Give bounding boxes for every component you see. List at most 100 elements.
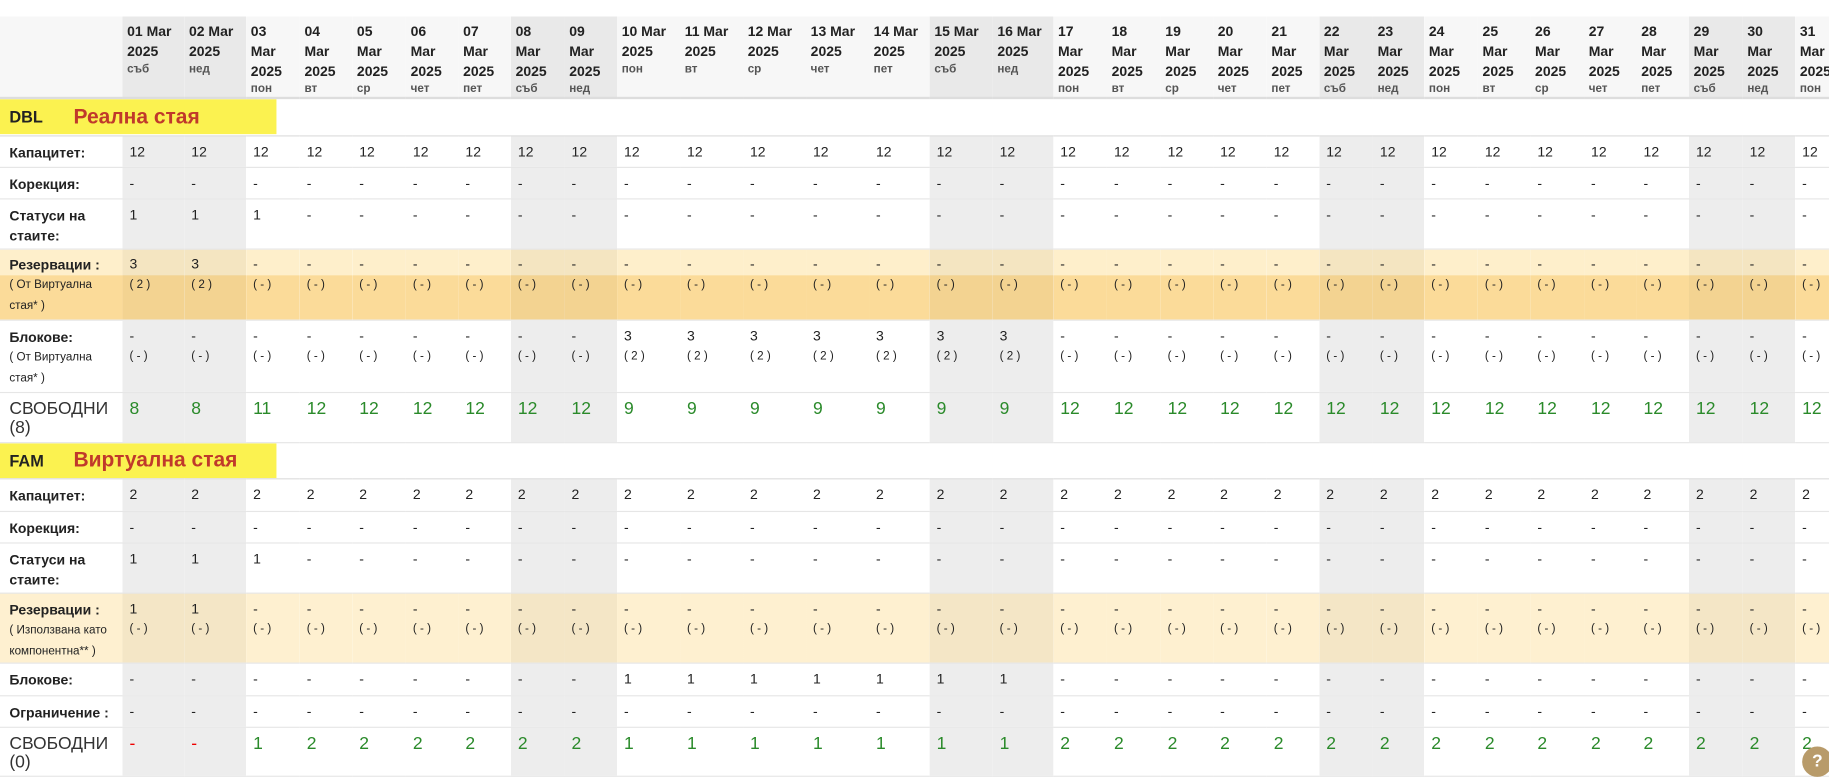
value: - bbox=[571, 600, 577, 617]
subvalue: ( - ) bbox=[1802, 278, 1821, 292]
day-header: 17 Mar 2025 пон bbox=[1053, 16, 1107, 100]
cell: 2 bbox=[929, 478, 993, 512]
value: 2 bbox=[412, 733, 423, 753]
weekday: ср bbox=[1165, 82, 1179, 96]
value: - bbox=[624, 600, 629, 617]
day-header: 27 Mar 2025 чет bbox=[1584, 16, 1637, 100]
band: 3 bbox=[122, 249, 185, 275]
subvalue: ( - ) bbox=[1537, 349, 1556, 363]
band: ( 2 ) bbox=[184, 274, 247, 319]
cell: - ( - ) bbox=[1372, 592, 1425, 664]
value: 12 bbox=[191, 142, 207, 160]
cell: 12 bbox=[1372, 391, 1425, 443]
cell: - bbox=[458, 166, 511, 199]
cell: 11 bbox=[246, 391, 300, 443]
cell: 12 bbox=[352, 391, 406, 443]
year: 2025 bbox=[569, 62, 601, 80]
label: Статуси на стаите: bbox=[9, 551, 86, 588]
cell: - bbox=[1372, 662, 1425, 696]
value: 12 bbox=[1113, 398, 1134, 419]
value: 3 bbox=[999, 327, 1008, 344]
cell: 1 bbox=[992, 662, 1054, 696]
value: 8 bbox=[191, 398, 202, 419]
value: - bbox=[1431, 174, 1436, 191]
row-label: СВОБОДНИ (8) bbox=[0, 391, 123, 443]
cell: - ( - ) bbox=[299, 248, 353, 321]
value: 3 bbox=[191, 254, 200, 272]
value: - bbox=[936, 600, 942, 617]
help-button[interactable]: ? bbox=[1802, 746, 1829, 777]
value: - bbox=[999, 549, 1005, 567]
value: - bbox=[359, 670, 364, 687]
cell: 12 bbox=[1266, 135, 1320, 168]
cell: - ( - ) bbox=[1266, 319, 1320, 393]
cell: - bbox=[992, 542, 1054, 594]
cell: - bbox=[1319, 166, 1373, 199]
subvalue: ( 2 ) bbox=[687, 349, 708, 363]
subvalue: ( - ) bbox=[465, 349, 484, 363]
cell: 1 bbox=[929, 726, 993, 777]
cell: - bbox=[617, 510, 681, 543]
cell: - ( - ) bbox=[743, 592, 807, 664]
cell: - ( - ) bbox=[1319, 248, 1373, 321]
date: 01 Mar bbox=[127, 23, 172, 40]
row-label: Резервации : ( Използвана като компонентн… bbox=[0, 592, 123, 664]
cell: - bbox=[1319, 695, 1373, 728]
cell: 12 bbox=[1636, 391, 1690, 443]
value: - bbox=[412, 205, 418, 223]
value: - bbox=[876, 600, 881, 617]
cell: - bbox=[806, 198, 870, 250]
corner bbox=[0, 16, 123, 100]
cell: 12 bbox=[1795, 135, 1829, 168]
value: 12 bbox=[999, 142, 1016, 160]
value: - bbox=[624, 702, 629, 720]
cell: - bbox=[992, 166, 1054, 199]
cell: 1 bbox=[184, 542, 247, 594]
value: 3 bbox=[624, 327, 632, 344]
cell: - ( - ) bbox=[458, 319, 511, 393]
value: 2 bbox=[517, 733, 528, 753]
value: - bbox=[1113, 174, 1119, 191]
subvalue: ( - ) bbox=[624, 278, 643, 292]
cell: - ( - ) bbox=[680, 248, 744, 321]
value: 2 bbox=[1802, 485, 1810, 503]
day-header: 25 Mar 2025 вт bbox=[1477, 16, 1531, 100]
value: - bbox=[1379, 670, 1385, 687]
cell: - bbox=[1160, 166, 1214, 199]
subvalue: ( - ) bbox=[1484, 349, 1504, 363]
label: Ограничение : bbox=[9, 703, 109, 721]
subvalue: ( - ) bbox=[129, 349, 148, 363]
value: - bbox=[1696, 600, 1701, 617]
year: 2025 bbox=[463, 62, 495, 80]
weekday: пон bbox=[1057, 82, 1080, 96]
value: - bbox=[1537, 174, 1543, 191]
day-header: 01 Mar 2025 съб bbox=[122, 16, 185, 100]
row-label: Резервации : ( От Виртуална стая* ) bbox=[0, 248, 123, 321]
value: 2 bbox=[750, 485, 758, 503]
value: 1 bbox=[687, 733, 697, 753]
date: 24 Mar bbox=[1428, 23, 1454, 60]
cell: 12 bbox=[510, 391, 565, 443]
cell: 12 bbox=[992, 135, 1054, 168]
value: 1 bbox=[191, 600, 200, 617]
cell: 12 bbox=[1636, 135, 1690, 168]
value: 2 bbox=[1431, 733, 1441, 753]
cell: - bbox=[1742, 662, 1796, 696]
band: ( - ) bbox=[1213, 274, 1267, 319]
cell: - bbox=[1636, 662, 1690, 696]
value: - bbox=[191, 327, 196, 344]
value: 1 bbox=[191, 205, 200, 223]
cell: - bbox=[564, 542, 618, 594]
label: Корекция: bbox=[9, 519, 80, 536]
cell: - bbox=[1319, 510, 1373, 543]
value: - bbox=[1167, 702, 1173, 720]
cell: 2 bbox=[1266, 726, 1320, 777]
cell: - bbox=[617, 198, 681, 250]
value: - bbox=[1273, 327, 1279, 344]
cell: 2 bbox=[617, 478, 681, 512]
value: - bbox=[999, 254, 1005, 272]
value: 12 bbox=[1537, 142, 1553, 160]
cell: - bbox=[299, 510, 353, 543]
subvalue: ( - ) bbox=[1060, 622, 1079, 636]
cell: - ( - ) bbox=[1636, 248, 1690, 321]
